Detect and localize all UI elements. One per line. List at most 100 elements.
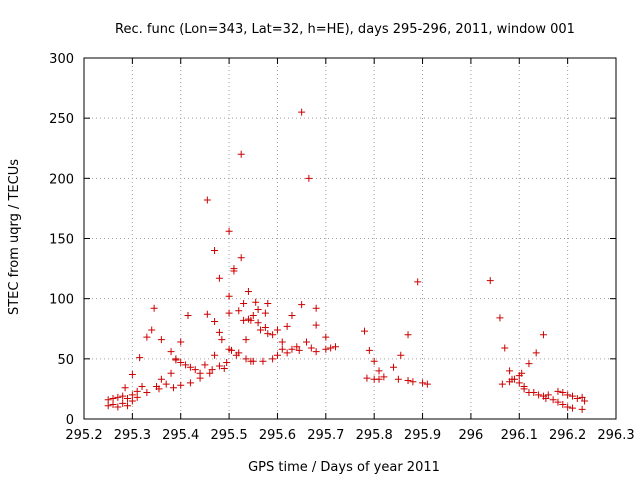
data-point [196,369,204,377]
data-point [375,367,383,375]
data-point [298,108,306,116]
data-point [264,330,272,338]
data-point [143,389,151,397]
data-point [177,381,185,389]
data-point [143,333,151,341]
data-point [230,265,238,273]
data-point [394,375,402,383]
data-point [525,360,533,368]
data-point [331,343,339,351]
data-point [322,345,330,353]
data-point [261,324,269,332]
data-point [109,401,117,409]
data-point [264,299,272,307]
data-point [208,366,216,374]
data-point [249,357,257,365]
data-point [539,331,547,339]
data-point [109,395,117,403]
data-point [283,322,291,330]
data-point [167,348,175,356]
data-point [240,316,248,324]
data-point [312,348,320,356]
data-point [138,383,146,391]
data-point [119,399,127,407]
data-point [191,366,199,374]
data-point [240,299,248,307]
data-point [363,374,371,382]
data-point [298,301,306,309]
data-point [549,396,557,404]
data-point [225,309,233,317]
x-tick-label: 295.8 [356,428,393,443]
data-point [564,391,572,399]
data-point [409,378,417,386]
data-point [506,367,514,375]
data-point [186,379,194,387]
data-point [220,364,228,372]
data-point [520,385,528,393]
data-point [535,391,543,399]
x-tick-label: 296.1 [501,428,538,443]
data-point [510,375,518,383]
data-point [288,345,296,353]
data-point [237,150,245,158]
data-point [312,304,320,312]
x-tick-label: 296.2 [549,428,586,443]
x-tick-label: 295.5 [210,428,247,443]
data-point [162,380,170,388]
data-point [370,357,378,365]
data-point [414,278,422,286]
data-point [496,314,504,322]
data-point [252,298,260,306]
data-point [119,392,127,400]
axes [83,57,617,420]
data-point [390,363,398,371]
data-point [278,345,286,353]
data-point [419,379,427,387]
data-point [201,361,209,369]
data-point [380,373,388,381]
data-point [215,274,223,282]
data-point [244,287,252,295]
data-point [498,380,506,388]
y-tick-label: 300 [49,52,74,67]
data-point [211,351,219,359]
data-point [242,355,250,363]
x-tick-label: 296.3 [597,428,634,443]
data-point [148,326,156,334]
data-point [397,351,405,359]
data-point [133,393,141,401]
data-point [150,304,158,312]
data-point [249,312,257,320]
data-point [423,380,431,388]
data-point [365,346,373,354]
data-point [501,344,509,352]
data-point [578,405,586,413]
data-point [544,391,552,399]
data-point [302,338,310,346]
data-point [136,354,144,362]
data-point [327,344,335,352]
data-point [247,316,255,324]
data-point [564,403,572,411]
data-point [242,336,250,344]
data-point [515,379,523,387]
x-tick-label: 295.2 [65,428,102,443]
data-point [104,402,112,410]
data-point [237,254,245,262]
data-point [182,361,190,369]
data-point [530,389,538,397]
y-tick-label: 250 [49,112,74,127]
data-point [128,391,136,399]
x-tick-label: 295.7 [307,428,344,443]
data-points [104,108,589,413]
x-tick-label: 296 [458,428,483,443]
data-point [404,331,412,339]
data-point [581,397,589,405]
data-point [532,349,540,357]
data-point [259,357,267,365]
data-point [554,398,562,406]
data-point [559,401,567,409]
